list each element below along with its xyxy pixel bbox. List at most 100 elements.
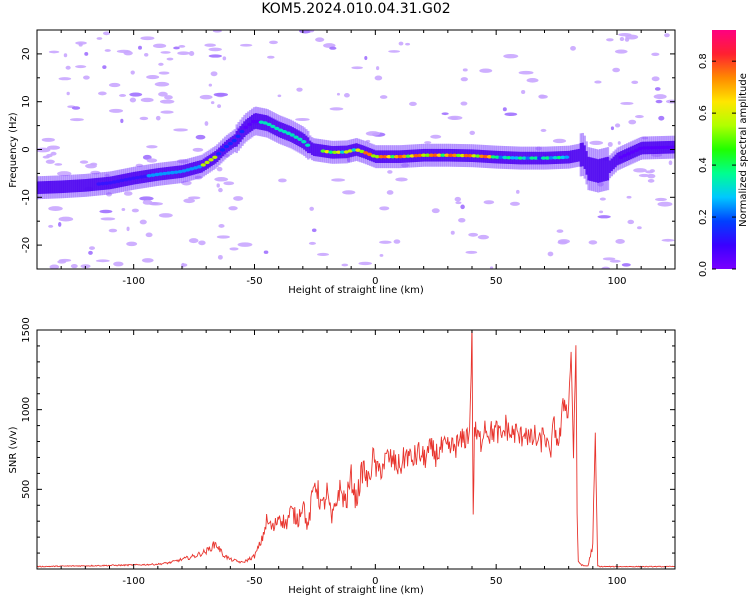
ridge-core bbox=[591, 157, 594, 182]
ridge-hotspot bbox=[552, 155, 558, 160]
noise-blob bbox=[509, 201, 520, 206]
ridge-core bbox=[309, 140, 312, 154]
noise-blob bbox=[217, 104, 222, 108]
noise-blob bbox=[458, 217, 466, 223]
noise-blob bbox=[41, 137, 55, 142]
ridge-hotspot bbox=[220, 148, 226, 152]
noise-blob bbox=[217, 254, 223, 260]
noise-blob bbox=[502, 107, 507, 112]
ridge-core bbox=[61, 180, 64, 194]
noise-blob bbox=[388, 50, 401, 53]
noise-blob bbox=[213, 92, 229, 97]
x-tick-label: -50 bbox=[246, 576, 262, 587]
noise-blob bbox=[222, 56, 227, 61]
noise-blob bbox=[210, 101, 215, 105]
noise-blob bbox=[158, 213, 173, 218]
ridge-hotspot bbox=[645, 146, 651, 150]
snr-marks bbox=[37, 330, 675, 568]
noise-blob bbox=[539, 94, 548, 99]
noise-blob bbox=[599, 197, 606, 201]
noise-blob bbox=[146, 158, 158, 163]
noise-blob bbox=[173, 128, 188, 132]
ridge-hotspot bbox=[482, 154, 489, 159]
noise-blob bbox=[358, 261, 372, 266]
noise-blob bbox=[521, 89, 526, 95]
ridge-hotspot bbox=[328, 150, 334, 154]
ridge-hotspot bbox=[351, 148, 357, 152]
ridge-hotspot bbox=[359, 149, 365, 154]
ridge-core bbox=[587, 156, 590, 181]
noise-blob bbox=[621, 263, 631, 267]
ridge-core bbox=[575, 149, 579, 162]
noise-blob bbox=[460, 204, 465, 210]
ridge-core bbox=[57, 180, 61, 194]
noise-blob bbox=[173, 46, 180, 50]
noise-blob bbox=[619, 37, 625, 42]
noise-blob bbox=[140, 97, 154, 103]
ridge-core bbox=[37, 181, 39, 195]
spectrogram-noise bbox=[37, 30, 675, 269]
noise-blob bbox=[638, 173, 650, 178]
ridge-core bbox=[86, 178, 90, 192]
noise-blob bbox=[602, 257, 616, 261]
noise-blob bbox=[606, 38, 614, 42]
ridge-hotspot bbox=[405, 154, 411, 158]
noise-blob bbox=[46, 153, 53, 158]
noise-blob bbox=[45, 159, 55, 164]
noise-blob bbox=[239, 43, 253, 47]
ridge-hotspot bbox=[540, 156, 547, 160]
spectrogram-y-ticks: -20 -10 0 10 20 bbox=[21, 29, 675, 270]
ridge-hotspot bbox=[486, 155, 492, 159]
noise-blob bbox=[647, 178, 655, 183]
noise-blob bbox=[146, 145, 158, 149]
ridge-hotspot bbox=[475, 154, 481, 158]
noise-blob bbox=[651, 76, 660, 82]
noise-blob bbox=[342, 190, 356, 195]
snr-frame bbox=[37, 330, 675, 569]
spectrogram-y-label: Frequency (Hz) bbox=[8, 112, 19, 188]
noise-blob bbox=[89, 246, 95, 250]
noise-blob bbox=[465, 250, 478, 254]
ridge-hotspot bbox=[355, 148, 361, 152]
ridge-core bbox=[94, 178, 97, 191]
noise-blob bbox=[393, 239, 401, 244]
ridge-hotspot bbox=[467, 153, 473, 158]
noise-blob bbox=[309, 30, 315, 33]
ridge-hotspot bbox=[162, 171, 168, 176]
ridge-hotspot bbox=[363, 151, 369, 155]
ridge-core bbox=[595, 158, 598, 183]
ridge-core bbox=[75, 179, 78, 193]
ridge-core bbox=[55, 180, 59, 194]
ridge-core bbox=[38, 181, 41, 194]
noise-blob bbox=[311, 228, 317, 233]
noise-blob bbox=[88, 250, 93, 255]
noise-blob bbox=[450, 230, 455, 235]
ridge-core bbox=[90, 178, 93, 192]
ridge-core bbox=[235, 130, 238, 147]
ridge-hotspot bbox=[169, 170, 175, 175]
ridge-hotspot bbox=[266, 122, 272, 127]
ridge-hotspot bbox=[471, 154, 477, 158]
ridge-hotspot bbox=[660, 145, 667, 150]
noise-blob bbox=[614, 123, 621, 128]
ridge-hotspot bbox=[463, 153, 469, 158]
noise-blob bbox=[57, 260, 67, 264]
noise-blob bbox=[152, 43, 167, 49]
noise-blob bbox=[108, 228, 118, 233]
ridge-hotspot bbox=[250, 119, 257, 124]
noise-blob bbox=[615, 239, 625, 244]
noise-blob bbox=[118, 94, 127, 97]
noise-blob bbox=[48, 206, 63, 212]
noise-blob bbox=[177, 51, 190, 56]
noise-blob bbox=[299, 30, 312, 34]
noise-blob bbox=[317, 252, 330, 256]
noise-blob bbox=[614, 49, 628, 54]
noise-blob bbox=[489, 266, 494, 269]
snr-panel: -100 -50 0 50 100 500 1000 1500 Height of stra… bbox=[8, 317, 676, 596]
ridge-core bbox=[65, 180, 68, 193]
ridge-hotspot bbox=[498, 155, 504, 160]
ridge-hotspot bbox=[544, 156, 551, 160]
ridge-core bbox=[63, 180, 66, 193]
noise-blob bbox=[336, 92, 340, 96]
ridge-hotspot bbox=[668, 145, 674, 149]
